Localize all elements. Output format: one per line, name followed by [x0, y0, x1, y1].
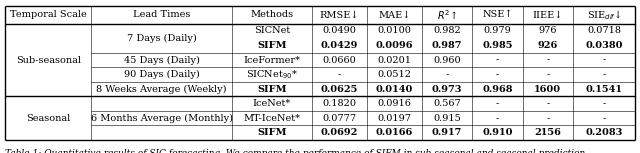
Text: 0.0660: 0.0660	[323, 56, 356, 65]
Text: RMSE↓: RMSE↓	[319, 10, 359, 19]
Text: 2156: 2156	[534, 128, 561, 137]
Text: Sub-seasonal: Sub-seasonal	[15, 56, 81, 65]
Text: 0.0625: 0.0625	[321, 85, 358, 94]
Text: 0.985: 0.985	[482, 41, 513, 50]
Text: 0.960: 0.960	[433, 56, 461, 65]
Text: MAE↓: MAE↓	[378, 10, 410, 19]
Text: 0.987: 0.987	[432, 41, 462, 50]
Text: SIE$_{dif}$↓: SIE$_{dif}$↓	[587, 8, 621, 22]
Text: NSE↑: NSE↑	[482, 10, 513, 19]
Text: Seasonal: Seasonal	[26, 114, 70, 123]
Text: SICNet$_{90}$*: SICNet$_{90}$*	[246, 68, 298, 81]
Text: 0.0140: 0.0140	[376, 85, 413, 94]
Text: -: -	[546, 70, 550, 79]
Text: 0.973: 0.973	[432, 85, 462, 94]
Text: 0.0512: 0.0512	[377, 70, 412, 79]
Text: Temporal Scale: Temporal Scale	[10, 10, 86, 19]
Text: 0.0916: 0.0916	[378, 99, 412, 108]
Text: 0.0197: 0.0197	[377, 114, 412, 123]
Text: 0.1541: 0.1541	[586, 85, 623, 94]
Text: 0.0429: 0.0429	[321, 41, 358, 50]
Text: 7 Days (Daily): 7 Days (Daily)	[127, 34, 196, 43]
Text: SIFM: SIFM	[257, 41, 287, 50]
Text: 0.2083: 0.2083	[585, 128, 623, 137]
Text: -: -	[546, 114, 550, 123]
Text: -: -	[546, 56, 550, 65]
Text: 6 Months Average (Monthly): 6 Months Average (Monthly)	[91, 114, 233, 123]
Text: 0.979: 0.979	[484, 26, 511, 35]
Text: 976: 976	[539, 26, 557, 35]
Text: IceNet*: IceNet*	[253, 99, 291, 108]
Text: -: -	[602, 56, 605, 65]
Text: 0.910: 0.910	[482, 128, 513, 137]
Text: -: -	[546, 99, 550, 108]
Text: 0.0201: 0.0201	[377, 56, 412, 65]
Text: -: -	[496, 99, 499, 108]
Text: IIEE↓: IIEE↓	[532, 10, 563, 19]
Text: 90 Days (Daily): 90 Days (Daily)	[124, 70, 200, 79]
Text: SIFM: SIFM	[257, 85, 287, 94]
Text: -: -	[602, 99, 605, 108]
Text: -: -	[496, 56, 499, 65]
Text: 926: 926	[538, 41, 558, 50]
Text: 0.0718: 0.0718	[587, 26, 621, 35]
Text: 45 Days (Daily): 45 Days (Daily)	[124, 56, 200, 65]
Text: 0.567: 0.567	[433, 99, 461, 108]
Text: 1600: 1600	[534, 85, 561, 94]
Text: Lead Times: Lead Times	[133, 10, 191, 19]
Text: -: -	[445, 70, 449, 79]
Text: MT-IceNet*: MT-IceNet*	[243, 114, 300, 123]
Text: -: -	[602, 114, 605, 123]
Text: SIFM: SIFM	[257, 128, 287, 137]
Text: 0.0692: 0.0692	[321, 128, 358, 137]
Text: 0.1820: 0.1820	[322, 99, 356, 108]
Text: 0.917: 0.917	[432, 128, 462, 137]
Text: -: -	[496, 70, 499, 79]
Text: $R^2$↑: $R^2$↑	[437, 8, 457, 22]
Text: 0.0100: 0.0100	[378, 26, 412, 35]
Text: 0.0777: 0.0777	[322, 114, 356, 123]
Text: -: -	[337, 70, 340, 79]
Text: IceFormer*: IceFormer*	[243, 56, 300, 65]
Text: 0.0096: 0.0096	[376, 41, 413, 50]
Text: 0.915: 0.915	[433, 114, 461, 123]
Text: 0.0166: 0.0166	[376, 128, 413, 137]
Text: 0.0380: 0.0380	[585, 41, 623, 50]
Text: SICNet: SICNet	[254, 26, 290, 35]
Text: Methods: Methods	[250, 10, 294, 19]
Text: 0.982: 0.982	[433, 26, 461, 35]
Text: -: -	[602, 70, 605, 79]
Text: Table 1: Quantitative results of SIC forecasting. We compare the performance of : Table 1: Quantitative results of SIC for…	[5, 149, 588, 153]
Text: 0.968: 0.968	[482, 85, 513, 94]
Text: 0.0490: 0.0490	[322, 26, 356, 35]
Text: -: -	[496, 114, 499, 123]
Text: 8 Weeks Average (Weekly): 8 Weeks Average (Weekly)	[97, 85, 227, 94]
